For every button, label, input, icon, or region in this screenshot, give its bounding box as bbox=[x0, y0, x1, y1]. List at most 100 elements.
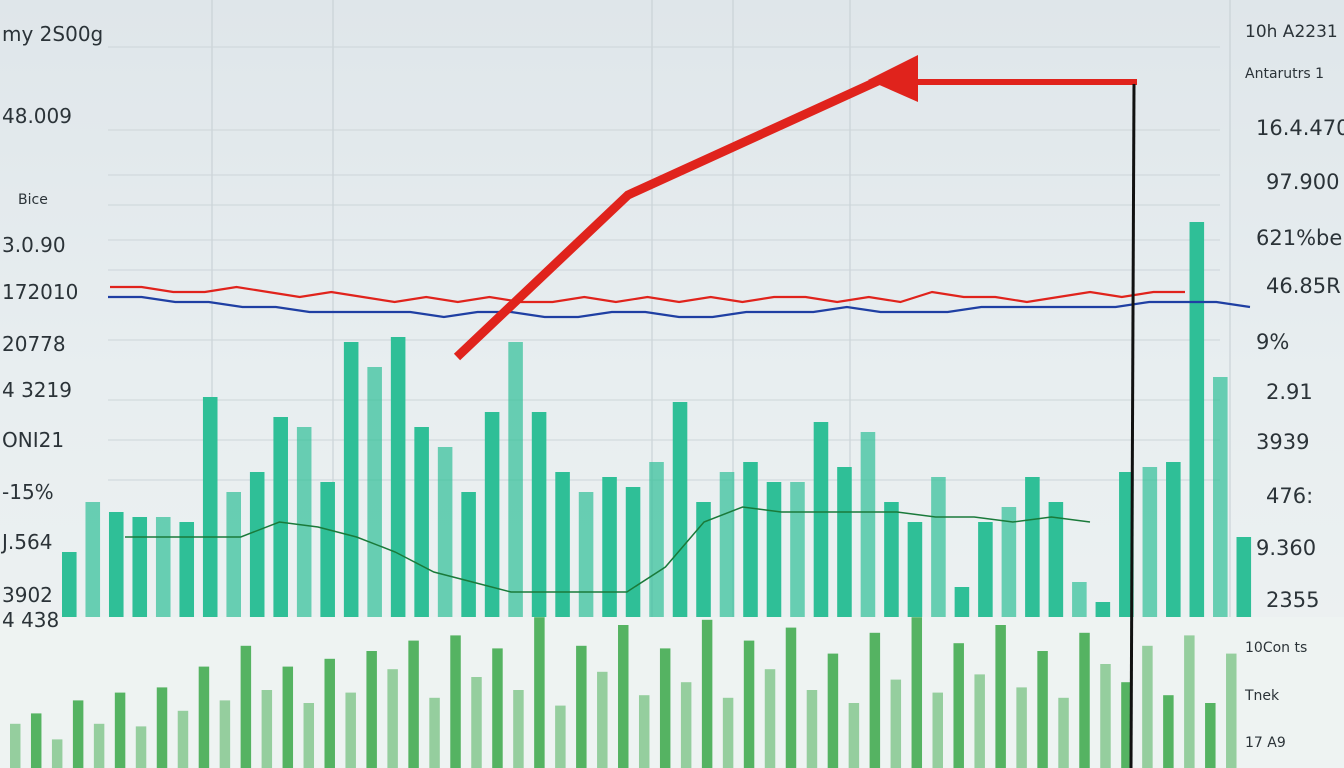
lower-bar bbox=[555, 705, 566, 768]
lower-bar bbox=[1121, 682, 1132, 768]
upper-bar bbox=[1119, 472, 1134, 617]
upper-bar bbox=[273, 417, 288, 617]
upper-bar bbox=[1189, 222, 1205, 617]
lower-bar bbox=[827, 653, 839, 768]
upper-bar bbox=[414, 427, 429, 617]
upper-bar bbox=[743, 462, 758, 617]
lower-bar bbox=[848, 703, 860, 768]
lower-bar bbox=[1058, 697, 1069, 768]
lower-bar bbox=[492, 648, 503, 768]
upper-bar bbox=[343, 342, 359, 617]
lower-bar bbox=[219, 700, 231, 768]
left-axis-label: 3.0.90 bbox=[2, 233, 66, 257]
upper-bar bbox=[719, 472, 735, 617]
lower-bar bbox=[953, 643, 964, 768]
lower-bar bbox=[114, 692, 126, 768]
upper-bar bbox=[437, 447, 453, 617]
lower-bar bbox=[722, 697, 734, 768]
upper-bar bbox=[531, 412, 547, 617]
upper-bar bbox=[1072, 582, 1087, 617]
lower-bar bbox=[659, 648, 671, 768]
upper-bar bbox=[837, 467, 852, 617]
lower-bar bbox=[576, 645, 587, 768]
upper-bar bbox=[907, 522, 923, 617]
lower-bar bbox=[1079, 632, 1090, 768]
right-axis-label: 9.360 bbox=[1256, 536, 1317, 560]
lower-bar bbox=[513, 690, 524, 768]
lower-bar bbox=[1100, 664, 1111, 768]
lower-bar bbox=[638, 695, 650, 768]
upper-bar bbox=[132, 517, 148, 617]
lower-bar bbox=[10, 723, 21, 768]
lower-bar bbox=[1163, 695, 1174, 768]
lower-bar bbox=[198, 666, 210, 768]
lower-bar bbox=[240, 645, 252, 768]
lower-bar bbox=[701, 619, 713, 768]
right-axis-label: 9% bbox=[1256, 330, 1290, 354]
upper-bar bbox=[1236, 537, 1252, 617]
series-line-1 bbox=[108, 295, 1251, 319]
right-axis-label: 17 A9 bbox=[1245, 735, 1286, 751]
left-axis-label: 20778 bbox=[2, 332, 66, 356]
upper-bar bbox=[790, 482, 805, 617]
upper-bar bbox=[672, 402, 688, 617]
upper-bar bbox=[931, 477, 946, 617]
left-axis-label: 4 438 bbox=[2, 608, 60, 632]
lower-bar bbox=[261, 690, 273, 768]
left-axis-label: J.564 bbox=[2, 530, 53, 554]
lower-bar bbox=[869, 632, 881, 768]
lower-bar bbox=[764, 669, 776, 768]
upper-bar bbox=[202, 397, 218, 617]
lower-bar bbox=[995, 625, 1006, 768]
upper-bar bbox=[108, 512, 124, 617]
upper-bar bbox=[249, 472, 265, 617]
upper-bar bbox=[367, 367, 382, 617]
upper-bar bbox=[1095, 602, 1111, 617]
lower-bar bbox=[680, 682, 692, 768]
lower-bar bbox=[932, 692, 943, 768]
upper-bar bbox=[62, 552, 77, 617]
upper-bar bbox=[860, 432, 876, 617]
upper-bar bbox=[1025, 477, 1040, 617]
upper-bar bbox=[1142, 467, 1158, 617]
lower-bar bbox=[408, 640, 419, 768]
trend-arrow bbox=[453, 75, 882, 361]
lower-bar bbox=[177, 710, 189, 768]
lower-bar bbox=[471, 677, 482, 768]
lower-bar bbox=[156, 687, 168, 768]
lower-bar bbox=[911, 617, 923, 768]
upper-bar bbox=[766, 482, 782, 617]
lower-bar bbox=[387, 669, 398, 768]
right-axis-label: 46.85R bbox=[1266, 274, 1341, 298]
lower-bar bbox=[1226, 653, 1237, 768]
upper-bar bbox=[508, 342, 523, 617]
right-axis-label: 16.4.470 bbox=[1256, 116, 1344, 140]
series-line-2 bbox=[125, 506, 1091, 593]
right-axis-label: Antarutrs 1 bbox=[1245, 66, 1325, 82]
upper-bar bbox=[1166, 462, 1181, 617]
lower-bar bbox=[1142, 645, 1153, 768]
lower-bar bbox=[303, 703, 315, 768]
lower-bar bbox=[93, 723, 105, 768]
left-axis-label: -15% bbox=[2, 480, 54, 504]
right-axis-label: 476: bbox=[1266, 484, 1314, 508]
lower-bar bbox=[282, 666, 294, 768]
lower-bar bbox=[51, 739, 63, 768]
right-axis-label: 97.900 bbox=[1266, 170, 1340, 194]
lower-bar bbox=[597, 671, 608, 768]
lower-bar bbox=[743, 640, 755, 768]
left-axis-label: 48.009 bbox=[2, 104, 72, 128]
lower-bar bbox=[72, 700, 84, 768]
arrow-head-icon bbox=[868, 55, 918, 102]
upper-bar bbox=[461, 492, 476, 617]
upper-bar bbox=[1048, 502, 1064, 617]
left-axis-label: Bice bbox=[18, 192, 48, 208]
lower-bar bbox=[1016, 687, 1027, 768]
upper-bar bbox=[813, 422, 829, 617]
left-axis-label: 3902 bbox=[2, 583, 53, 607]
right-axis-label: 621%ber bbox=[1256, 226, 1344, 250]
upper-bar bbox=[649, 462, 664, 617]
right-axis-label: 2.91 bbox=[1266, 380, 1313, 404]
upper-bar bbox=[954, 587, 970, 617]
